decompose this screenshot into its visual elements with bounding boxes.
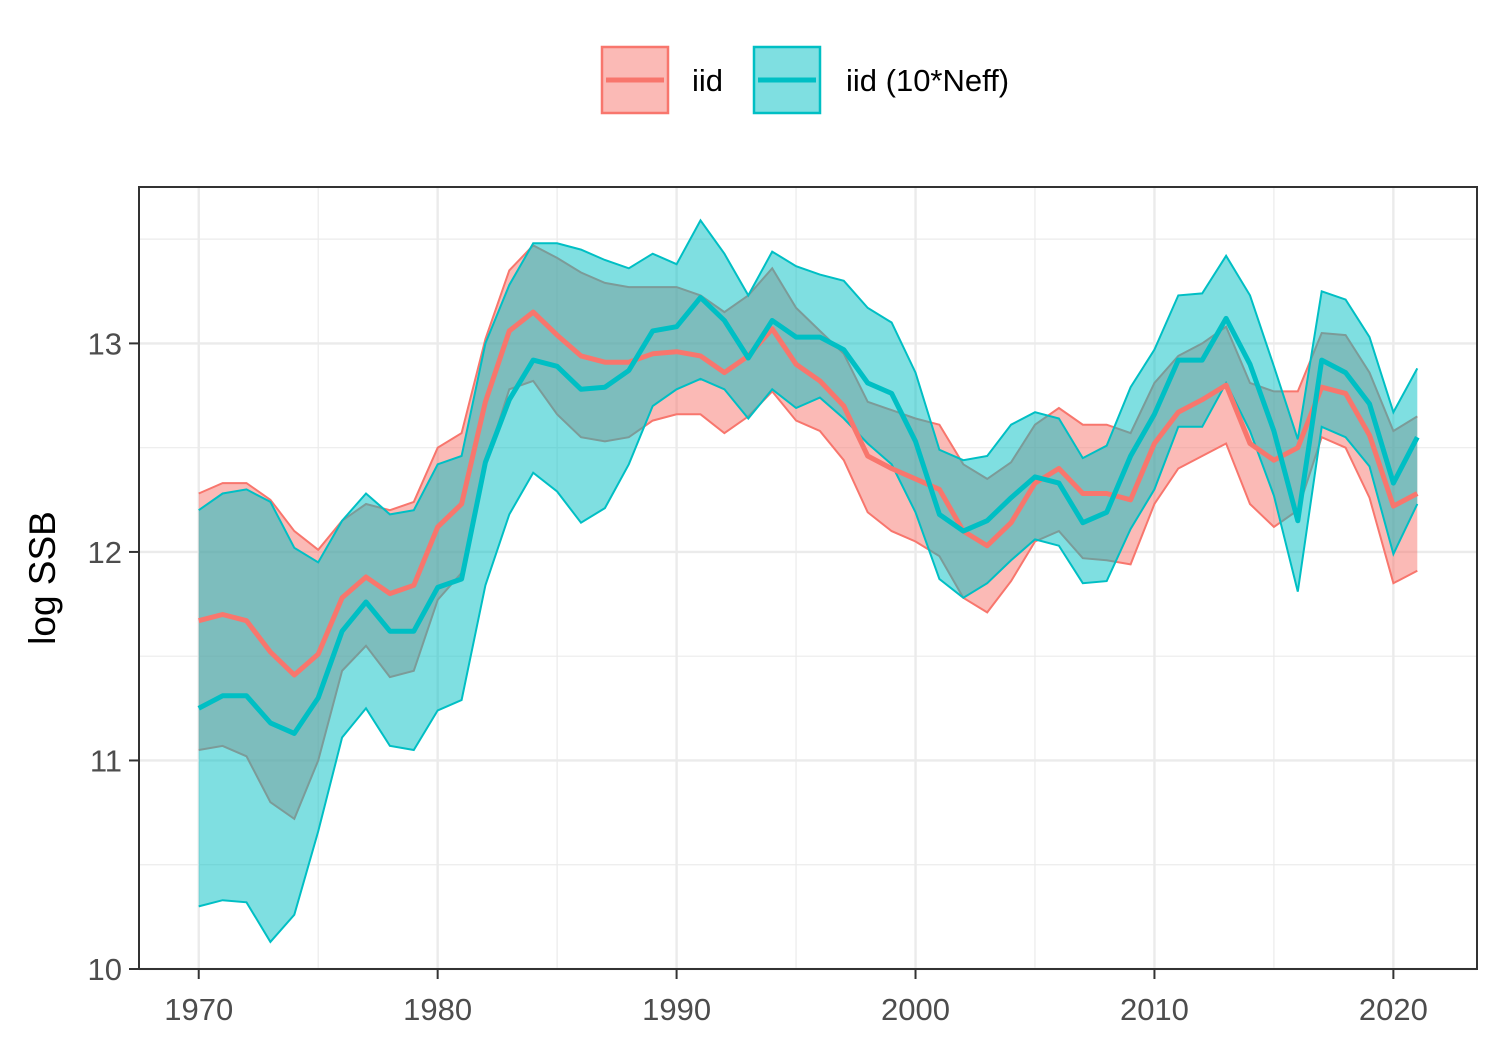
legend-label: iid (10*Neff)	[846, 63, 1009, 98]
y-axis-label: log SSB	[22, 511, 63, 645]
x-tick-label: 2000	[881, 992, 950, 1027]
ribbon-series-1	[198, 220, 1418, 942]
x-tick-label: 2010	[1120, 992, 1189, 1027]
series-line-0	[198, 309, 1419, 678]
series-lines	[197, 295, 1420, 736]
y-tick-label: 12	[88, 535, 122, 570]
ribbons	[198, 218, 1419, 944]
y-tick-label: 13	[88, 326, 122, 361]
x-tick-label: 1970	[164, 992, 233, 1027]
ribbon-lower-edge-1	[198, 377, 1419, 944]
ribbon-upper-edge-1	[198, 218, 1419, 564]
axes: 1970 1980 1990 2000 2010 2020 10 11 12 13	[88, 326, 1428, 1027]
x-tick-label: 1990	[642, 992, 711, 1027]
y-tick-label: 10	[88, 952, 122, 987]
y-tick-label: 11	[90, 743, 122, 778]
x-tick-label: 2020	[1359, 992, 1428, 1027]
legend: iid iid (10*Neff)	[600, 45, 1009, 115]
plot-border	[138, 186, 1478, 970]
series-line-1	[197, 295, 1420, 736]
legend-label: iid	[692, 63, 723, 98]
x-tick-label: 1980	[403, 992, 472, 1027]
